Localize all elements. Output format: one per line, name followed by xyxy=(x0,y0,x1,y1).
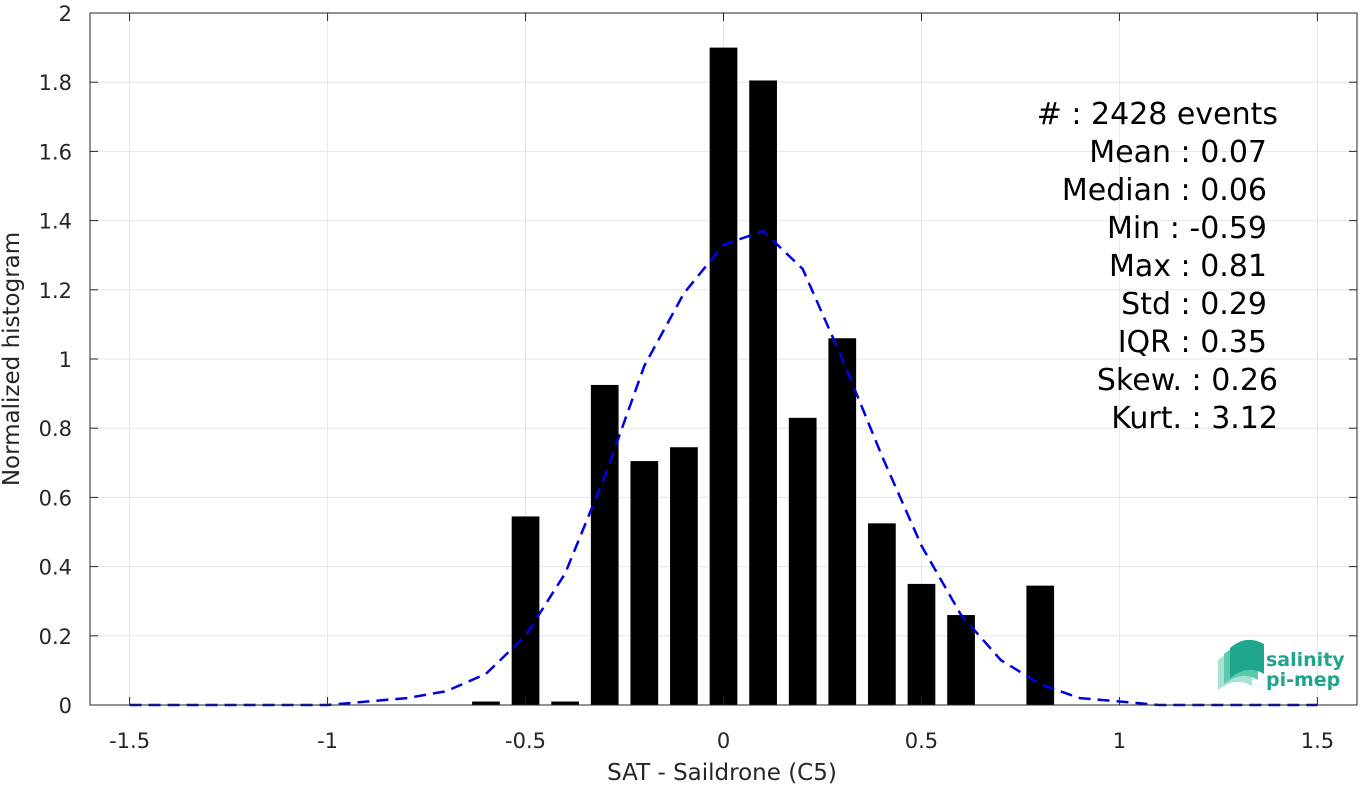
y-tick-label: 0.2 xyxy=(39,625,72,649)
y-tick-label: 1.2 xyxy=(39,279,72,303)
x-tick-label: -1.5 xyxy=(109,729,150,753)
histogram-bar xyxy=(511,516,540,705)
y-tick-label: 0 xyxy=(59,694,72,718)
wave-logo-icon xyxy=(1218,639,1264,690)
logo-line1: salinity xyxy=(1266,649,1345,671)
histogram-bar xyxy=(590,384,619,705)
logo-line2: pi-mep xyxy=(1266,669,1340,691)
stat-line: # : 2428 events xyxy=(1037,97,1278,132)
y-tick-label: 0.6 xyxy=(39,486,72,510)
stat-line: Skew. : 0.26 xyxy=(1097,363,1278,398)
histogram-bars xyxy=(472,47,1055,706)
stat-line: Mean : 0.07 xyxy=(1089,135,1267,170)
stat-line: Kurt. : 3.12 xyxy=(1111,401,1278,436)
stat-line: Median : 0.06 xyxy=(1062,173,1267,208)
histogram-bar xyxy=(551,701,579,705)
x-tick-label: 0.5 xyxy=(905,729,938,753)
stat-line: Max : 0.81 xyxy=(1109,249,1267,284)
histogram-bar xyxy=(907,583,936,705)
y-axis-label: Normalized histogram xyxy=(0,232,25,486)
histogram-bar xyxy=(788,417,817,705)
y-ticks: 0 0.2 0.4 0.6 0.8 1 1.2 1.4 1.6 1.8 2 xyxy=(39,2,1357,718)
y-tick-label: 0.8 xyxy=(39,417,72,441)
x-axis-label: SAT - Saildrone (C5) xyxy=(607,760,837,785)
x-tick-label: 1 xyxy=(1113,729,1126,753)
histogram-bar xyxy=(472,701,500,705)
y-tick-label: 1.8 xyxy=(39,71,72,95)
histogram-bar xyxy=(749,80,777,706)
stat-line: IQR : 0.35 xyxy=(1118,325,1267,360)
x-tick-label: -1 xyxy=(317,729,338,753)
x-ticks: -1.5 -1 -0.5 0 0.5 1 1.5 xyxy=(109,13,1334,753)
x-tick-label: 1.5 xyxy=(1301,729,1334,753)
x-tick-label: 0 xyxy=(717,729,730,753)
histogram-bar xyxy=(630,461,659,705)
y-tick-label: 1.6 xyxy=(39,140,72,164)
x-tick-label: -0.5 xyxy=(505,729,546,753)
histogram-bar xyxy=(1026,585,1055,705)
y-tick-label: 1 xyxy=(59,348,72,372)
y-tick-label: 0.4 xyxy=(39,556,72,580)
histogram-bar xyxy=(828,338,857,705)
histogram-bar xyxy=(947,615,975,705)
salinity-pi-mep-logo: salinity pi-mep xyxy=(1218,639,1345,691)
y-tick-label: 2 xyxy=(59,2,72,26)
y-tick-label: 1.4 xyxy=(39,210,72,234)
histogram-bar xyxy=(709,47,738,706)
stat-line: Std : 0.29 xyxy=(1121,287,1267,322)
histogram-bar xyxy=(868,523,896,705)
histogram-bar xyxy=(670,447,698,705)
stat-line: Min : -0.59 xyxy=(1107,211,1267,246)
